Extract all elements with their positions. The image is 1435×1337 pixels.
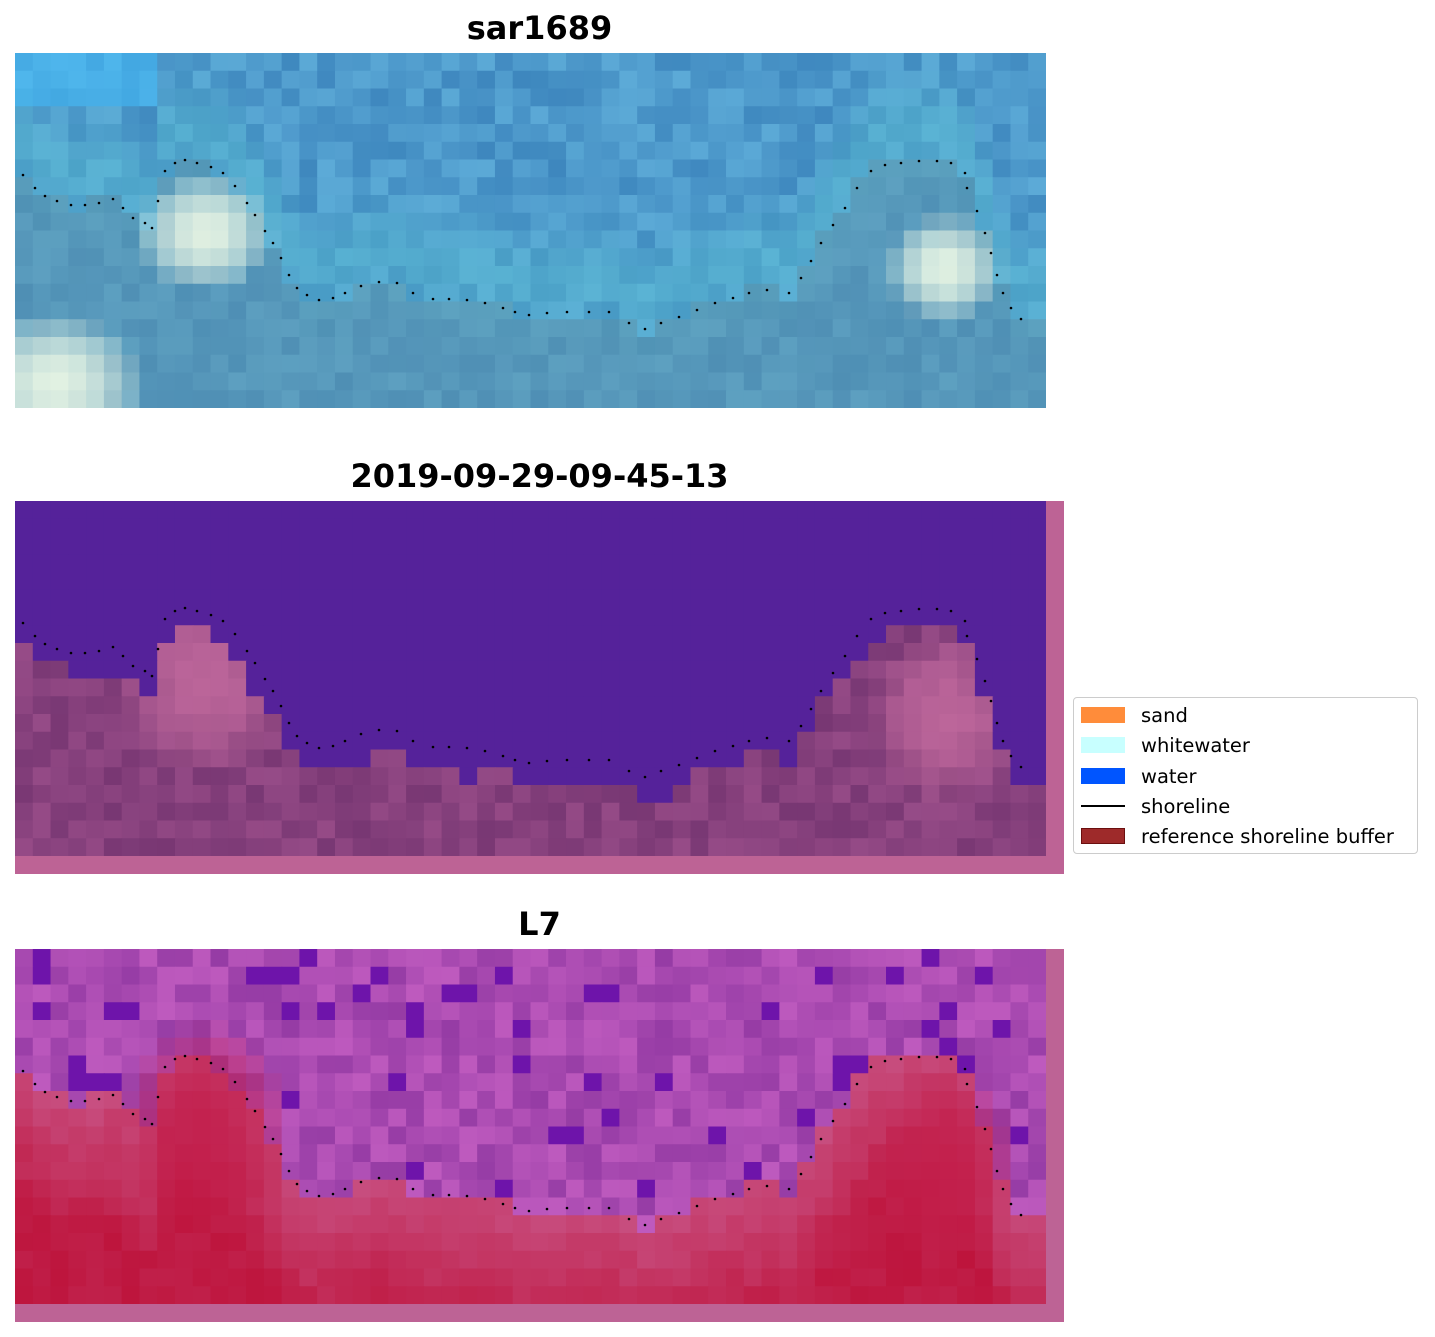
index-image	[15, 949, 1064, 1322]
legend-label-reference-buffer: reference shoreline buffer	[1141, 825, 1394, 848]
legend-label-sand: sand	[1141, 704, 1188, 727]
panel-rgb-image	[15, 53, 1046, 408]
legend-swatch-shoreline	[1081, 805, 1125, 807]
legend-swatch-sand	[1081, 707, 1125, 723]
legend: sand whitewater water shoreline referenc…	[1073, 697, 1418, 854]
legend-item-reference-buffer: reference shoreline buffer	[1080, 825, 1415, 848]
panel-index-image	[15, 949, 1064, 1322]
legend-swatch-reference-buffer	[1081, 828, 1125, 844]
shoreline-dots	[21, 606, 1023, 779]
legend-label-shoreline: shoreline	[1141, 795, 1231, 818]
panel-title-rgb: sar1689	[466, 9, 613, 47]
legend-label-water: water	[1141, 765, 1197, 788]
legend-swatch-water	[1081, 768, 1125, 784]
panel-title-classified: 2019-09-29-09-45-13	[350, 457, 729, 495]
panel-title-index: L7	[518, 905, 561, 943]
classified-raster	[15, 501, 1047, 857]
legend-item-whitewater: whitewater	[1080, 734, 1415, 757]
legend-item-water: water	[1080, 765, 1415, 788]
legend-item-shoreline: shoreline	[1080, 795, 1415, 818]
rgb-image	[15, 53, 1046, 408]
legend-swatch-whitewater	[1081, 737, 1125, 753]
shoreline-dots	[21, 158, 1023, 331]
panel-classified-image	[15, 501, 1064, 874]
classified-image	[15, 501, 1064, 874]
rgb-raster	[15, 53, 1046, 408]
legend-item-sand: sand	[1080, 704, 1415, 727]
shoreline-dots	[21, 1054, 1023, 1227]
legend-label-whitewater: whitewater	[1141, 734, 1250, 757]
index-raster	[15, 949, 1047, 1305]
